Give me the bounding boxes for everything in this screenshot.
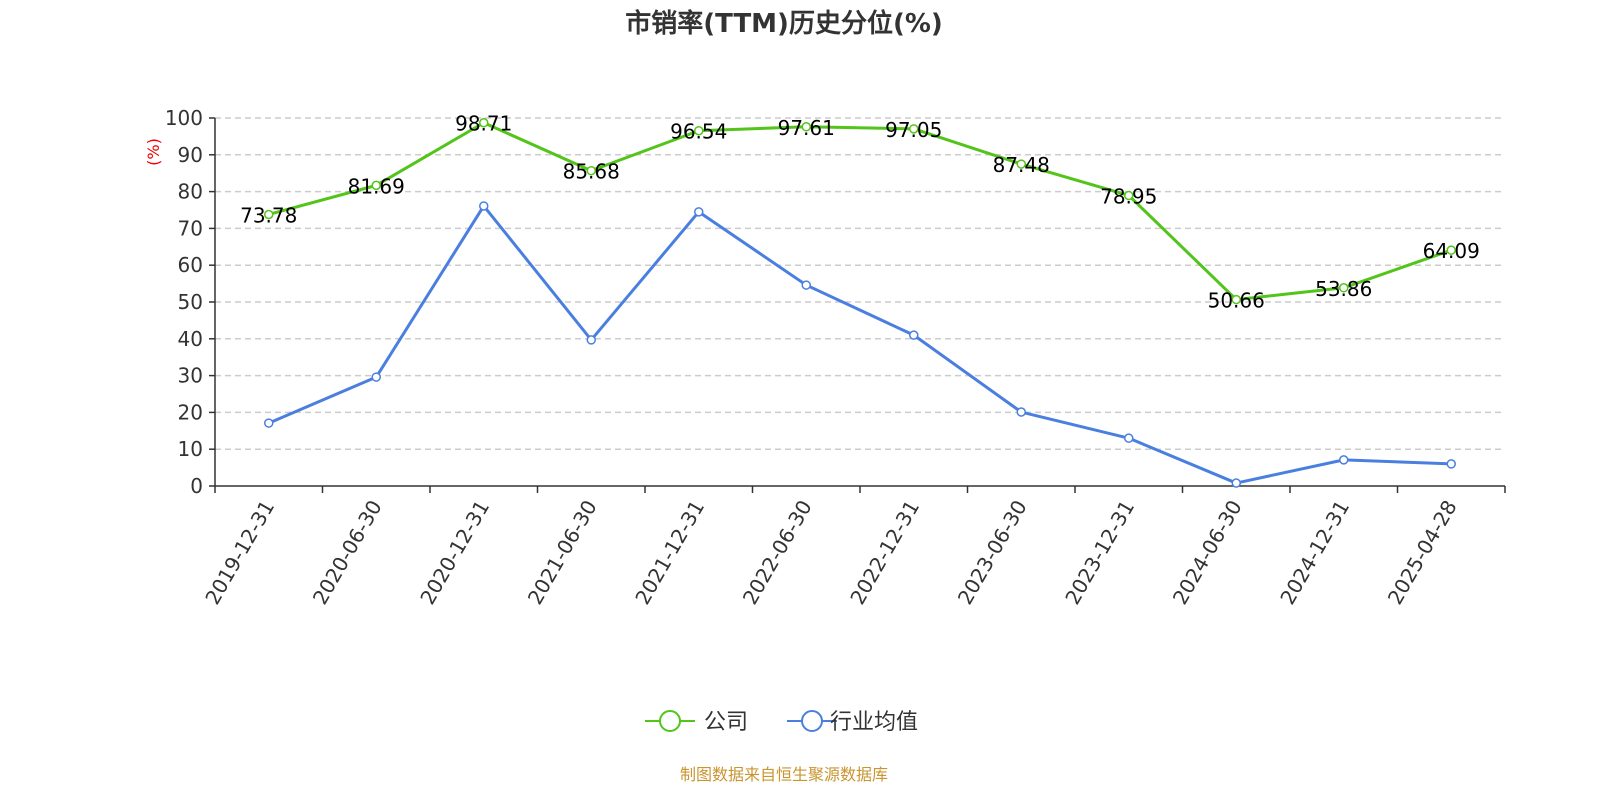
data-label: 96.54 (670, 120, 727, 144)
data-point (586, 165, 596, 176)
data-label: 98.71 (455, 112, 512, 136)
x-tick-label: 2023-12-31 (1060, 496, 1139, 609)
data-label: 64.09 (1423, 239, 1480, 263)
data-label: 97.05 (885, 118, 942, 142)
y-axis-label: (%) (144, 138, 163, 166)
data-point (909, 124, 919, 134)
x-tick-label: 2023-06-30 (953, 496, 1032, 609)
y-tick-label: 20 (178, 400, 203, 424)
data-point (371, 372, 381, 382)
grid (215, 117, 1505, 450)
data-point (264, 209, 274, 220)
legend-circle-icon (801, 710, 823, 732)
y-tick-label: 80 (178, 180, 203, 204)
data-labels: 73.78 81.69 98.71 85.68 96.54 97.61 97.05 87.48… (240, 112, 1480, 313)
data-point (694, 125, 704, 136)
y-tick-label: 0 (190, 474, 203, 498)
y-tick-label: 30 (178, 364, 203, 388)
data-point (801, 122, 811, 132)
data-point (479, 201, 489, 211)
x-tick-label: 2019-12-31 (200, 496, 279, 609)
x-tick-label: 2024-12-31 (1275, 496, 1354, 609)
data-point (264, 418, 274, 428)
x-tick-label: 2022-12-31 (845, 496, 924, 609)
y-tick-label: 40 (178, 327, 203, 351)
data-point (1339, 455, 1349, 465)
series-line (268, 204, 1452, 485)
legend-item[interactable]: 公司 (645, 710, 748, 735)
y-tick-label: 10 (178, 437, 203, 461)
y-tick-label: 70 (178, 216, 203, 240)
x-tick-label: 2025-04-28 (1383, 496, 1462, 609)
data-point (694, 207, 704, 217)
data-point (1124, 190, 1134, 201)
x-tick-label: 2021-12-31 (630, 496, 709, 609)
data-point (801, 280, 811, 290)
data-label: 85.68 (563, 160, 620, 184)
y-tick-label: 50 (178, 290, 203, 314)
footer-source: 制图数据来自恒生聚源数据库 (680, 765, 888, 784)
series-line (268, 121, 1452, 302)
x-tick-label: 2020-12-31 (415, 496, 494, 609)
x-tick-label: 2024-06-30 (1168, 496, 1247, 609)
data-label: 78.95 (1100, 184, 1157, 208)
data-point (479, 117, 489, 128)
x-tick-label: 2021-06-30 (523, 496, 602, 609)
data-point (1446, 459, 1456, 469)
chart-title: 市销率(TTM)历史分位(%) (625, 8, 943, 39)
x-tick-label: 2022-06-30 (738, 496, 817, 609)
data-point (909, 330, 919, 340)
legend-label: 行业均值 (830, 710, 918, 735)
y-tick-label: 60 (178, 253, 203, 277)
data-label: 53.86 (1315, 277, 1372, 301)
data-label: 73.78 (240, 203, 297, 227)
legend[interactable]: 公司 行业均值 (645, 710, 918, 735)
data-label: 81.69 (348, 174, 405, 198)
x-tick-label: 2020-06-30 (308, 496, 387, 609)
data-label: 50.66 (1208, 289, 1265, 313)
data-point (1016, 159, 1026, 169)
legend-circle-icon (659, 710, 681, 732)
data-point (1446, 245, 1456, 255)
data-label: 97.61 (778, 116, 835, 140)
data-point (1124, 433, 1134, 443)
data-point (1231, 478, 1241, 488)
y-tick-label: 100 (165, 106, 203, 130)
data-point (1339, 283, 1349, 293)
y-tick-label: 90 (178, 143, 203, 167)
legend-item[interactable]: 行业均值 (787, 710, 918, 735)
data-point (1016, 407, 1026, 417)
data-point (1231, 294, 1241, 305)
data-point (586, 335, 596, 345)
series (264, 117, 1456, 488)
legend-label: 公司 (704, 710, 748, 735)
data-point (371, 180, 381, 191)
data-label: 87.48 (993, 153, 1050, 177)
